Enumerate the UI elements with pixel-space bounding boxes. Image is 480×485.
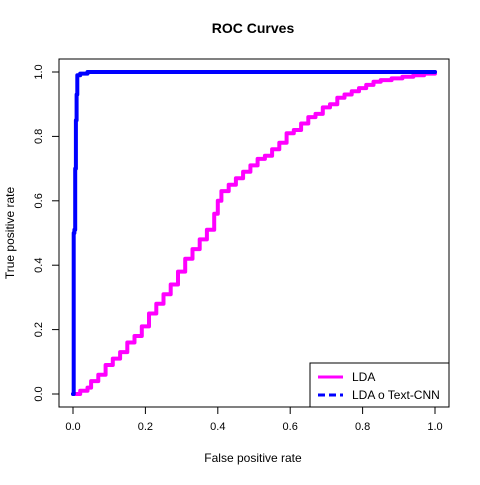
legend: LDA LDA o Text-CNN [309, 362, 450, 408]
y-axis-label: True positive rate [3, 187, 17, 280]
x-tick-label: 0.8 [355, 421, 370, 433]
y-tick-label: 0.4 [33, 258, 45, 273]
x-tick-label: 0.0 [65, 421, 80, 433]
legend-box [309, 362, 450, 408]
y-axis: 0.0 0.2 0.4 0.6 0.8 1.0 [33, 64, 60, 402]
series-line-lda [71, 70, 437, 396]
y-tick-label: 0.6 [33, 193, 45, 208]
x-tick-label: 1.0 [427, 421, 442, 433]
x-tick-label: 0.6 [283, 421, 298, 433]
x-tick-label: 0.4 [210, 421, 225, 433]
legend-label-lda-text-cnn: LDA o Text-CNN [352, 388, 440, 402]
y-tick-label: 0.0 [33, 386, 45, 401]
legend-label-lda: LDA [352, 370, 375, 384]
y-tick-label: 0.2 [33, 322, 45, 337]
x-tick-label: 0.2 [138, 421, 153, 433]
series-line-lda-o-text-cnn [71, 70, 437, 396]
x-axis-label: False positive rate [204, 451, 302, 465]
chart-title: ROC Curves [212, 20, 295, 36]
series-layer [71, 70, 437, 396]
y-tick-label: 0.8 [33, 129, 45, 144]
plot-frame [58, 58, 450, 408]
x-axis: 0.0 0.2 0.4 0.6 0.8 1.0 [65, 406, 443, 433]
y-tick-label: 1.0 [33, 64, 45, 79]
